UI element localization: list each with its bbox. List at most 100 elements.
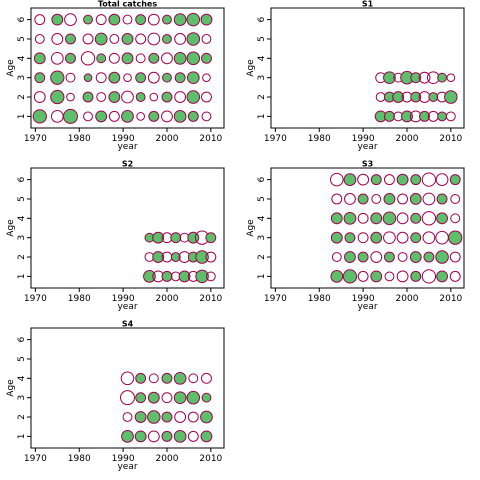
positive-residual-bubble xyxy=(357,251,369,263)
negative-residual-bubble xyxy=(450,194,461,204)
positive-residual-bubble xyxy=(121,430,134,443)
x-tick-label: 1980 xyxy=(68,134,91,144)
positive-residual-bubble xyxy=(383,193,396,205)
positive-residual-bubble xyxy=(410,174,422,186)
positive-residual-bubble xyxy=(410,212,422,224)
positive-residual-bubble xyxy=(428,92,439,102)
positive-residual-bubble xyxy=(343,173,357,186)
negative-residual-bubble xyxy=(34,14,46,26)
negative-residual-bubble xyxy=(161,110,173,123)
negative-residual-bubble xyxy=(205,251,217,263)
x-tick-label: 2010 xyxy=(199,454,222,464)
y-tick-label: 6 xyxy=(17,176,27,182)
y-tick-label: 3 xyxy=(17,395,27,401)
negative-residual-bubble xyxy=(383,174,395,186)
positive-residual-bubble xyxy=(383,71,396,85)
positive-residual-bubble xyxy=(444,90,458,104)
negative-residual-bubble xyxy=(148,373,159,384)
negative-residual-bubble xyxy=(449,251,461,263)
panel-title: S4 xyxy=(122,320,134,329)
negative-residual-bubble xyxy=(445,111,456,122)
panel-title: S3 xyxy=(362,160,373,169)
negative-residual-bubble xyxy=(201,111,212,122)
negative-residual-bubble xyxy=(188,373,199,384)
panel-title: Total catches xyxy=(98,0,157,9)
negative-residual-bubble xyxy=(357,232,369,244)
negative-residual-bubble xyxy=(147,71,160,84)
positive-residual-bubble xyxy=(357,193,369,205)
positive-residual-bubble xyxy=(62,108,78,124)
positive-residual-bubble xyxy=(94,32,108,46)
negative-residual-bubble xyxy=(51,33,64,45)
positive-residual-bubble xyxy=(134,430,147,443)
negative-residual-bubble xyxy=(50,51,64,65)
positive-residual-bubble xyxy=(51,13,64,26)
positive-residual-bubble xyxy=(121,33,134,45)
negative-residual-bubble xyxy=(344,193,356,205)
positive-residual-bubble xyxy=(410,72,422,84)
y-tick-label: 6 xyxy=(17,16,27,22)
positive-residual-bubble xyxy=(370,231,383,244)
y-tick-label: 6 xyxy=(257,176,267,182)
positive-residual-bubble xyxy=(50,89,65,105)
y-tick-label: 2 xyxy=(257,254,267,260)
panel-frame xyxy=(270,167,465,289)
positive-residual-bubble xyxy=(344,251,356,263)
negative-residual-bubble xyxy=(201,372,212,384)
panel-frame xyxy=(30,167,225,289)
x-tick-label: 1970 xyxy=(24,134,47,144)
positive-residual-bubble xyxy=(383,251,395,263)
negative-residual-bubble xyxy=(66,92,75,102)
x-tick-label: 1990 xyxy=(112,134,135,144)
positive-residual-bubble xyxy=(143,270,156,283)
positive-residual-bubble xyxy=(370,270,383,283)
x-tick-label: 2010 xyxy=(439,134,462,144)
positive-residual-bubble xyxy=(343,211,357,225)
negative-residual-bubble xyxy=(135,53,146,64)
positive-residual-bubble xyxy=(173,51,187,65)
negative-residual-bubble xyxy=(174,411,187,423)
negative-residual-bubble xyxy=(33,91,46,103)
negative-residual-bubble xyxy=(122,412,133,422)
positive-residual-bubble xyxy=(65,52,76,64)
x-tick-label: 1970 xyxy=(24,454,47,464)
y-tick-label: 4 xyxy=(17,375,27,381)
negative-residual-bubble xyxy=(187,411,199,423)
negative-residual-bubble xyxy=(109,34,120,44)
positive-residual-bubble xyxy=(161,372,173,384)
negative-residual-bubble xyxy=(174,33,187,45)
x-tick-label: 1990 xyxy=(112,454,135,464)
x-tick-label: 2000 xyxy=(156,294,179,304)
negative-residual-bubble xyxy=(375,92,386,102)
y-axis-label: Age xyxy=(246,59,256,77)
negative-residual-bubble xyxy=(121,90,134,104)
positive-residual-bubble xyxy=(135,92,146,102)
positive-residual-bubble xyxy=(162,34,172,44)
panel-title: S1 xyxy=(362,0,374,9)
positive-residual-bubble xyxy=(186,390,201,405)
negative-residual-bubble xyxy=(396,231,409,244)
negative-residual-bubble xyxy=(371,194,382,204)
y-tick-label: 3 xyxy=(17,235,27,241)
negative-residual-bubble xyxy=(202,73,211,83)
x-axis-label: year xyxy=(357,142,377,152)
x-tick-label: 2010 xyxy=(199,134,222,144)
negative-residual-bubble xyxy=(435,173,449,186)
chart-panel-0: Total catches 1970 1980 1990 2000 2010 1 2 3 4 5 6 y… xyxy=(6,0,225,152)
x-tick-label: 1970 xyxy=(24,294,47,304)
positive-residual-bubble xyxy=(344,232,356,244)
chart-panel-3: S3 1970 1980 1990 2000 2010 1 2 3 4 5 6 year Age xyxy=(246,160,465,312)
positive-residual-bubble xyxy=(134,411,147,423)
positive-residual-bubble xyxy=(186,51,201,66)
positive-residual-bubble xyxy=(186,12,201,27)
y-axis-label: Age xyxy=(6,59,16,77)
y-axis-label: Age xyxy=(6,219,16,237)
positive-residual-bubble xyxy=(173,110,187,123)
panel-frame xyxy=(270,7,465,129)
negative-residual-bubble xyxy=(383,231,396,245)
positive-residual-bubble xyxy=(409,251,422,263)
positive-residual-bubble xyxy=(148,110,160,122)
positive-residual-bubble xyxy=(435,250,449,264)
negative-residual-bubble xyxy=(147,430,160,443)
positive-residual-bubble xyxy=(170,232,182,244)
